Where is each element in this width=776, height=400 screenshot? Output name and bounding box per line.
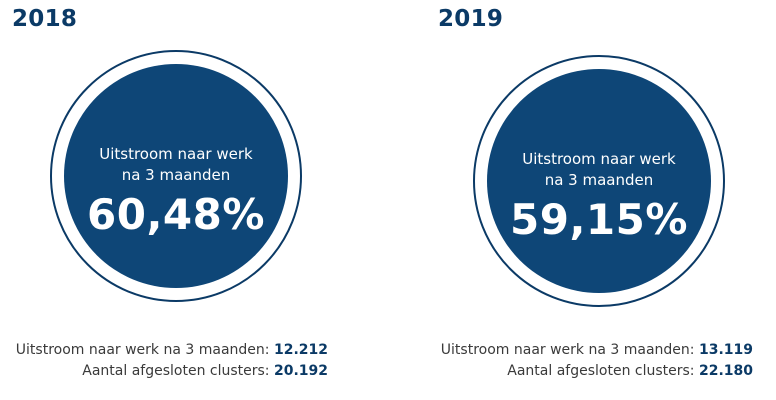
disc-label-line2: na 3 maanden (121, 166, 231, 184)
disc-label: Uitstroom naar werk na 3 maanden (487, 149, 711, 191)
percentage-disc: Uitstroom naar werk na 3 maanden 59,15% (487, 69, 711, 293)
stat-outflow: Uitstroom naar werk na 3 maanden: 12.212 (16, 340, 328, 361)
stat-outflow-label: Uitstroom naar werk na 3 maanden: (440, 342, 695, 358)
stat-clusters: Aantal afgesloten clusters: 20.192 (16, 361, 328, 382)
stat-clusters-value: 22.180 (698, 363, 753, 379)
percentage-value: 60,48% (87, 190, 265, 239)
percentage-ring: Uitstroom naar werk na 3 maanden 59,15% (473, 55, 725, 307)
stat-clusters-value: 20.192 (273, 363, 328, 379)
stat-clusters: Aantal afgesloten clusters: 22.180 (441, 361, 753, 382)
panel-2019: 2019 Uitstroom naar werk na 3 maanden 59… (388, 0, 776, 400)
disc-label-line2: na 3 maanden (544, 171, 654, 189)
percentage-disc: Uitstroom naar werk na 3 maanden 60,48% (64, 64, 288, 288)
disc-label-line1: Uitstroom naar werk (522, 150, 676, 168)
stat-outflow-label: Uitstroom naar werk na 3 maanden: (15, 342, 270, 358)
stats-block: Uitstroom naar werk na 3 maanden: 13.119… (441, 340, 753, 382)
percentage-value: 59,15% (510, 195, 688, 244)
disc-label: Uitstroom naar werk na 3 maanden (64, 144, 288, 186)
percentage-ring: Uitstroom naar werk na 3 maanden 60,48% (50, 50, 302, 302)
stat-outflow-value: 13.119 (698, 342, 753, 358)
stat-outflow: Uitstroom naar werk na 3 maanden: 13.119 (441, 340, 753, 361)
stat-clusters-label: Aantal afgesloten clusters: (507, 363, 695, 379)
year-heading: 2019 (438, 6, 504, 32)
stats-block: Uitstroom naar werk na 3 maanden: 12.212… (16, 340, 328, 382)
panel-2018: 2018 Uitstroom naar werk na 3 maanden 60… (12, 6, 328, 382)
year-heading: 2018 (12, 6, 78, 32)
stat-outflow-value: 12.212 (273, 342, 328, 358)
disc-label-line1: Uitstroom naar werk (99, 145, 253, 163)
stat-clusters-label: Aantal afgesloten clusters: (82, 363, 270, 379)
